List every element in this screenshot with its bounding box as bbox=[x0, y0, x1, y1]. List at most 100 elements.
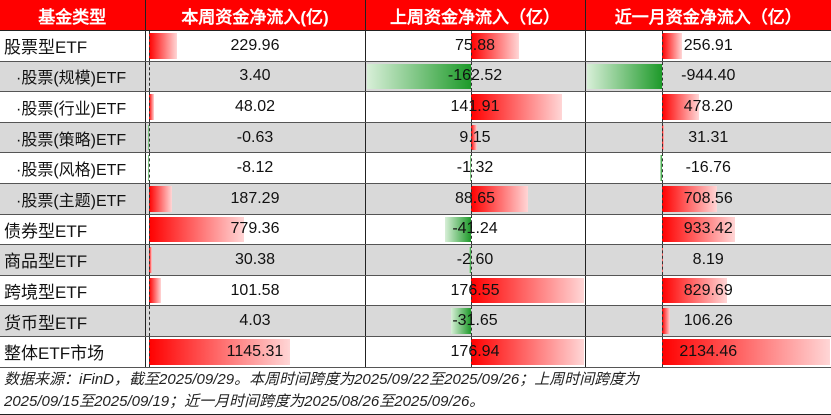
flow-value-cell: 779.36 bbox=[145, 214, 366, 246]
flow-value: 829.69 bbox=[683, 281, 733, 299]
flow-value-cell: 176.94 bbox=[365, 336, 586, 368]
table-row: 股票型ETF 229.96 75.88 256.91 bbox=[0, 30, 831, 62]
negative-data-bar bbox=[660, 155, 662, 181]
bar-axis bbox=[661, 245, 663, 275]
flow-value: 176.94 bbox=[450, 342, 500, 360]
bar-axis bbox=[148, 61, 150, 91]
flow-value-cell: 31.31 bbox=[585, 122, 831, 154]
flow-value: 101.58 bbox=[230, 281, 280, 299]
fund-type-label: 跨境型ETF bbox=[0, 275, 146, 307]
flow-value-cell: 8.19 bbox=[585, 244, 831, 276]
bar-axis bbox=[661, 31, 663, 61]
bar-axis bbox=[470, 306, 472, 336]
table-row: 商品型ETF 30.38 -2.60 8.19 bbox=[0, 244, 831, 276]
fund-type-label: 债券型ETF bbox=[0, 214, 146, 246]
flow-value-cell: 3.40 bbox=[145, 61, 366, 93]
flow-value: 3.40 bbox=[239, 67, 271, 85]
positive-data-bar bbox=[661, 216, 736, 243]
bar-axis bbox=[661, 61, 663, 91]
flow-value-cell: 478.20 bbox=[585, 91, 831, 123]
flow-value: 2134.46 bbox=[679, 342, 738, 360]
etf-flow-table: 基金类型 本周资金净流入(亿) 上周资金净流入（亿） 近一月资金净流入（亿） 股… bbox=[0, 0, 831, 368]
fund-type-label: ·股票(策略)ETF bbox=[0, 122, 146, 154]
fund-type-label: 商品型ETF bbox=[0, 244, 146, 276]
flow-value-cell: -0.63 bbox=[145, 122, 366, 154]
flow-value: -2.60 bbox=[456, 250, 494, 268]
table-row: ·股票(规模)ETF 3.40 -162.52 -944.40 bbox=[0, 61, 831, 93]
flow-value-cell: -1.32 bbox=[365, 152, 586, 184]
flow-value: 478.20 bbox=[683, 97, 733, 115]
flow-value-cell: 176.55 bbox=[365, 275, 586, 307]
bar-axis bbox=[470, 153, 472, 183]
footnote: 数据来源：iFinD，截至2025/09/29。本周时间跨度为2025/09/2… bbox=[0, 368, 831, 415]
flow-value-cell: 101.58 bbox=[145, 275, 366, 307]
flow-value-cell: 75.88 bbox=[365, 30, 586, 62]
flow-value: 31.31 bbox=[688, 128, 729, 146]
positive-data-bar bbox=[661, 308, 670, 334]
negative-data-bar bbox=[587, 63, 662, 90]
positive-data-bar bbox=[661, 277, 727, 304]
table-row: ·股票(策略)ETF -0.63 9.15 31.31 bbox=[0, 122, 831, 154]
bar-axis bbox=[470, 92, 472, 122]
bar-axis bbox=[661, 122, 663, 152]
footnote-line: 数据来源：iFinD，截至2025/09/29。本周时间跨度为2025/09/2… bbox=[4, 370, 640, 388]
header-this-week: 本周资金净流入(亿) bbox=[145, 0, 366, 31]
positive-data-bar bbox=[470, 185, 528, 212]
bar-axis bbox=[148, 306, 150, 336]
bar-axis bbox=[148, 214, 150, 244]
bar-axis bbox=[661, 153, 663, 183]
table-row: ·股票(风格)ETF -8.12 -1.32 -16.76 bbox=[0, 152, 831, 184]
table-row: 债券型ETF 779.36 -41.24 933.42 bbox=[0, 214, 831, 246]
flow-value-cell: 9.15 bbox=[365, 122, 586, 154]
bar-axis bbox=[148, 245, 150, 275]
fund-type-label: ·股票(规模)ETF bbox=[0, 61, 146, 93]
negative-data-bar bbox=[444, 216, 471, 243]
fund-type-label: ·股票(行业)ETF bbox=[0, 91, 146, 123]
positive-data-bar bbox=[148, 216, 245, 243]
flow-value: 75.88 bbox=[454, 36, 496, 54]
flow-value-cell: -8.12 bbox=[145, 152, 366, 184]
bar-axis bbox=[470, 122, 472, 152]
negative-data-bar bbox=[147, 155, 149, 181]
flow-value-cell: 141.91 bbox=[365, 91, 586, 123]
flow-value: -31.65 bbox=[452, 312, 498, 330]
positive-data-bar bbox=[470, 124, 477, 151]
bar-axis bbox=[661, 214, 663, 244]
flow-value-cell: 48.02 bbox=[145, 91, 366, 123]
bar-axis bbox=[661, 183, 663, 214]
flow-value-cell: 229.96 bbox=[145, 30, 366, 62]
bar-axis bbox=[470, 275, 472, 305]
bar-axis bbox=[470, 214, 472, 244]
flow-value-cell: 708.56 bbox=[585, 183, 831, 215]
header-fund-type: 基金类型 bbox=[0, 0, 146, 31]
bar-axis bbox=[661, 275, 663, 305]
flow-value-cell: 88.65 bbox=[365, 183, 586, 215]
flow-value: -41.24 bbox=[452, 220, 498, 238]
bar-axis bbox=[148, 275, 150, 305]
table-row: 整体ETF市场 1145.31 176.94 2134.46 bbox=[0, 336, 831, 368]
flow-value: 229.96 bbox=[230, 36, 280, 54]
positive-data-bar bbox=[148, 277, 162, 304]
bar-axis bbox=[148, 183, 150, 214]
negative-data-bar bbox=[367, 63, 471, 90]
flow-value: 256.91 bbox=[683, 36, 733, 54]
flow-value: 30.38 bbox=[234, 250, 276, 268]
flow-value-cell: 187.29 bbox=[145, 183, 366, 215]
table-row: 跨境型ETF 101.58 176.55 829.69 bbox=[0, 275, 831, 307]
positive-data-bar bbox=[470, 338, 584, 365]
flow-value-cell: -2.60 bbox=[365, 244, 586, 276]
table-row: 货币型ETF 4.03 -31.65 106.26 bbox=[0, 305, 831, 337]
flow-value: 9.15 bbox=[459, 128, 491, 146]
flow-value-cell: -162.52 bbox=[365, 61, 586, 93]
bar-axis bbox=[470, 245, 472, 275]
positive-data-bar bbox=[470, 94, 562, 120]
positive-data-bar bbox=[148, 185, 172, 212]
flow-value: 141.91 bbox=[450, 97, 500, 115]
fund-type-label: ·股票(主题)ETF bbox=[0, 183, 146, 215]
bar-axis bbox=[148, 153, 150, 183]
flow-value-cell: 829.69 bbox=[585, 275, 831, 307]
flow-value: 106.26 bbox=[683, 312, 733, 330]
positive-data-bar bbox=[661, 338, 830, 365]
flow-value-cell: 1145.31 bbox=[145, 336, 366, 368]
flow-value-cell: 256.91 bbox=[585, 30, 831, 62]
